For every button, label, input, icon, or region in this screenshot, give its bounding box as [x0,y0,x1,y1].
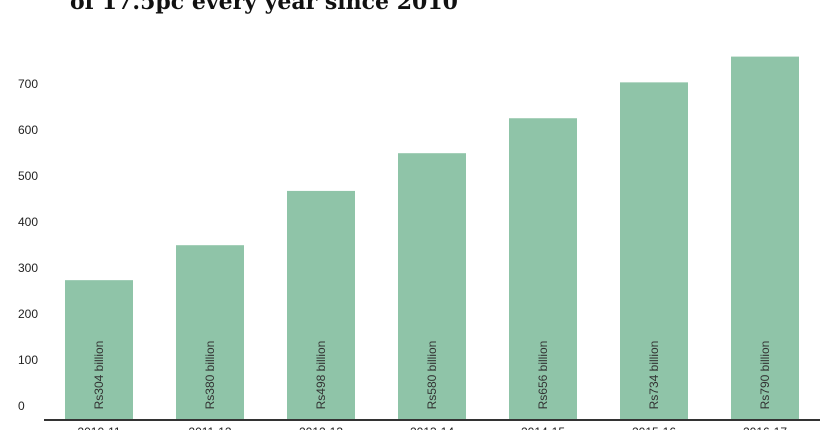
value-label: Rs734 billion [647,341,661,410]
bar [509,118,577,421]
bar [65,280,133,420]
value-label: Rs790 billion [758,341,772,410]
y-tick-label: 100 [18,353,38,367]
value-label: Rs380 billion [203,341,217,410]
y-tick-label: 400 [18,215,38,229]
bar [287,190,355,420]
x-tick-label: 2010-11 [77,425,120,430]
y-tick-label: 300 [18,261,38,275]
y-tick-label: 700 [18,77,38,91]
x-tick-label: 2015-16 [632,425,676,430]
bar [176,245,244,420]
x-tick-label: 2014-15 [521,425,565,430]
value-label: Rs498 billion [314,341,328,410]
value-label: Rs580 billion [425,341,439,410]
value-label: Rs304 billion [92,341,106,410]
x-tick-label: 2016-17 [743,425,787,430]
value-label: Rs656 billion [536,341,550,410]
bar [620,82,688,421]
y-tick-label: 500 [18,169,38,183]
x-tick-label: 2012-13 [299,425,343,430]
y-tick-label: 0 [18,399,25,413]
x-tick-label: 2013-14 [410,425,454,430]
y-tick-label: 200 [18,307,38,321]
chart-title: of 17.5pc every year since 2010 [70,0,458,15]
bar [398,153,466,420]
x-tick-label: 2011-12 [188,425,231,430]
y-tick-label: 600 [18,123,38,137]
bar [731,56,799,420]
